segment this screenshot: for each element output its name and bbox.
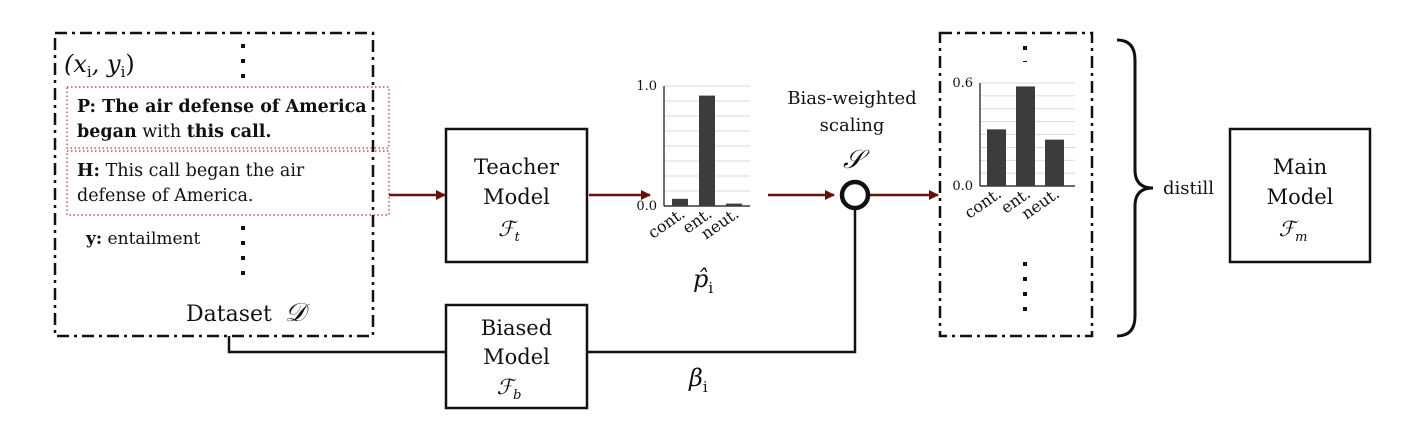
premise-part-2: with — [136, 122, 187, 142]
biased-model-line1: Biased — [481, 316, 552, 340]
scaled-chart-bar-cont — [987, 129, 1006, 186]
distill-brace — [1116, 38, 1154, 338]
pair-label: (xi, yi) — [64, 50, 135, 81]
dataset-frame — [53, 31, 375, 338]
main-model-line1: Main — [1273, 155, 1327, 179]
teacher-model-symbol: ℱt — [498, 217, 521, 245]
scaling-symbol: 𝒮 — [843, 145, 870, 175]
premise-part-3: this call. — [186, 122, 272, 142]
scaled-chart-bar-ent — [1016, 86, 1035, 186]
scaled-chart-bar-neut — [1045, 139, 1064, 186]
teacher-model-line1: Teacher — [474, 155, 560, 179]
scaling-label-line1: Bias-weighted — [787, 88, 916, 109]
label-value: entailment — [102, 229, 201, 249]
main-model-line2: Model — [1267, 185, 1334, 209]
connector-dataset-to-biased — [227, 336, 446, 354]
teacher-model-box[interactable] — [444, 127, 589, 264]
teacher-chart-bar-neut — [726, 203, 742, 206]
connector-biased-to-scaling — [587, 209, 857, 354]
scaling-node[interactable] — [839, 179, 871, 211]
hypothesis-body: This call began the air defense of Ameri… — [77, 161, 305, 206]
distill-label: distill — [1163, 178, 1214, 199]
dataset-caption: Dataset 𝒟 — [186, 298, 310, 328]
main-model-symbol: ℱm — [1279, 217, 1308, 245]
premise-text: P: The air defense of America began with… — [77, 95, 385, 145]
scaled-chart-ytick-label: 0.0 — [952, 179, 973, 194]
hypothesis-text: H: This call began the air defense of Am… — [77, 159, 367, 209]
scaled-frame — [938, 31, 1094, 338]
scaled-chart-ytick-label: 0.6 — [952, 76, 973, 91]
premise-prefix: P: — [77, 97, 96, 117]
teacher-chart-bar-ent — [699, 95, 715, 206]
scaling-label-line2: scaling — [820, 115, 885, 136]
main-model-box[interactable] — [1228, 127, 1372, 264]
hypothesis-prefix: H: — [77, 161, 100, 181]
teacher-chart-ytick-label: 1.0 — [636, 79, 657, 94]
beta-label: βi — [688, 364, 708, 396]
premise-part-1: The air defense of America began — [77, 97, 367, 142]
biased-model-line2: Model — [483, 345, 550, 369]
biased-model-symbol: ℱb — [497, 375, 522, 403]
label-prefix: y: — [86, 229, 103, 249]
p-hat-label: p̂i — [693, 265, 713, 297]
premise-box — [66, 86, 390, 149]
hypothesis-box — [66, 150, 390, 216]
teacher-chart-ytick-label: 0.0 — [636, 199, 657, 214]
biased-model-box[interactable] — [444, 303, 589, 410]
teacher-chart-bar-cont — [672, 198, 688, 206]
teacher-model-line2: Model — [483, 185, 550, 209]
label-text: y: entailment — [86, 229, 200, 249]
